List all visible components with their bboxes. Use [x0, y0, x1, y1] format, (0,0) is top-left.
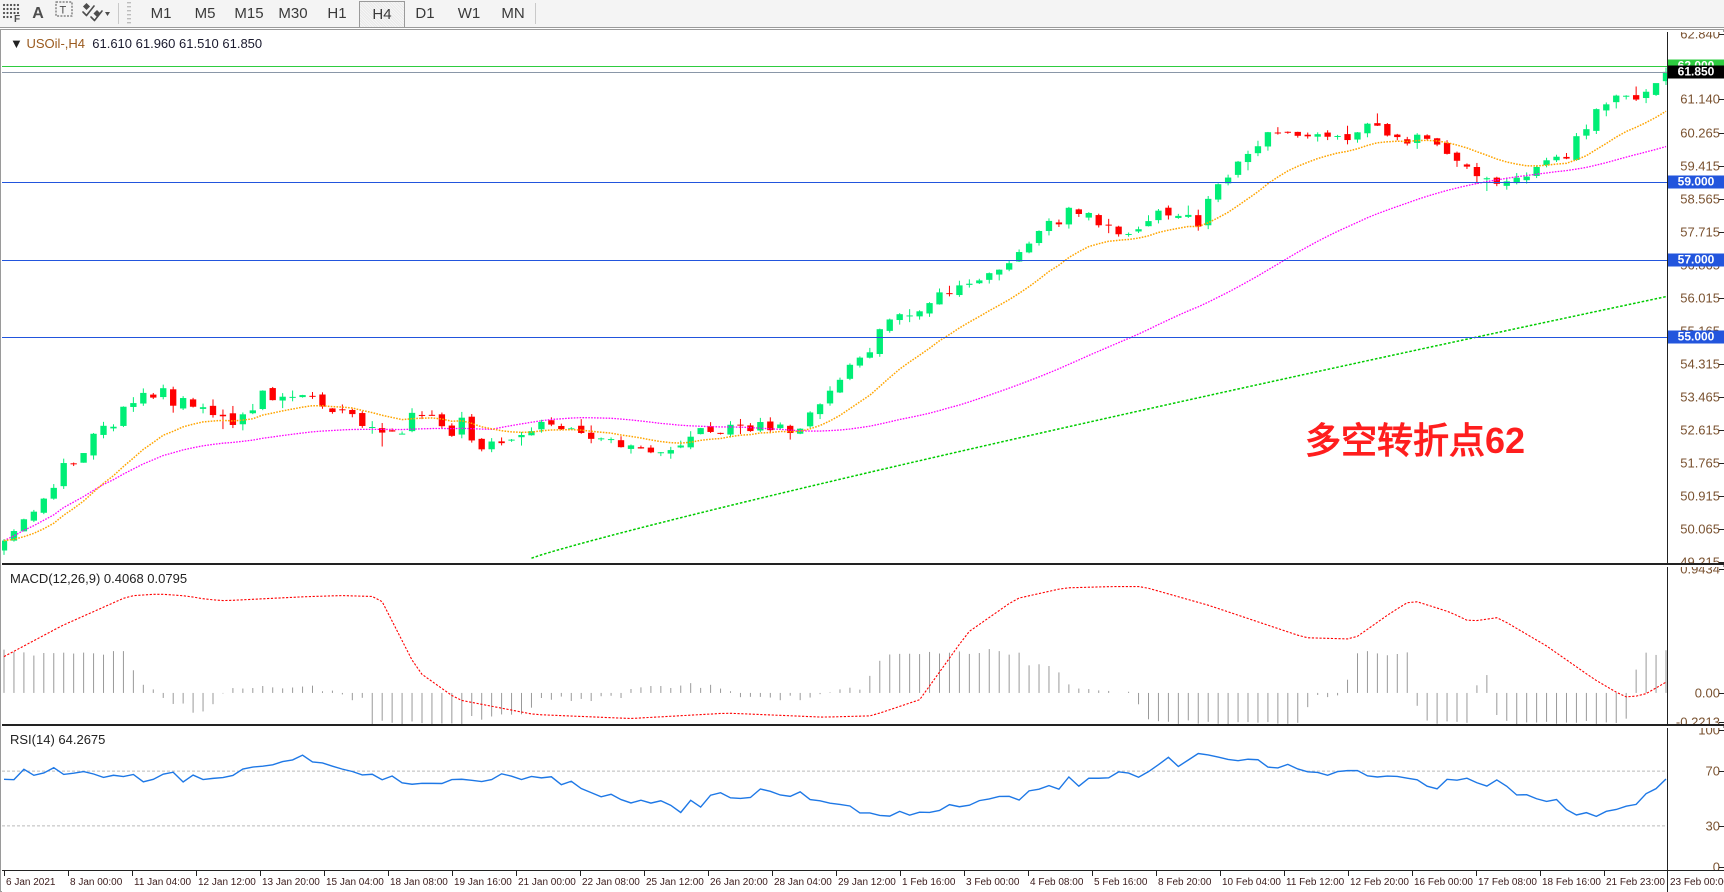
svg-text:F: F — [14, 14, 20, 25]
svg-text:T: T — [60, 5, 67, 17]
